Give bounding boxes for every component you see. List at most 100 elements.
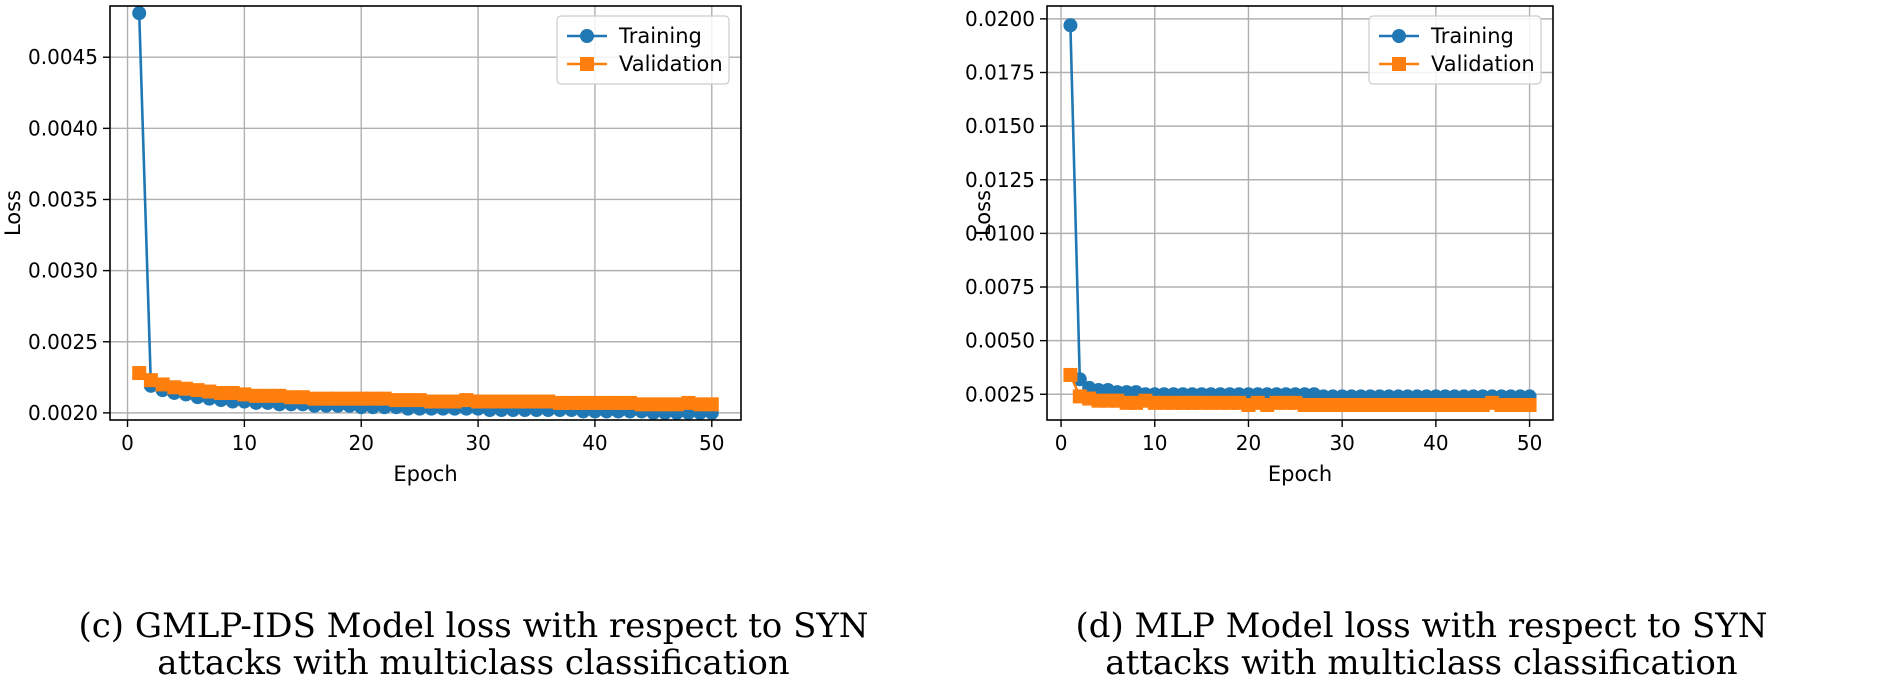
x-tick-label: 10 [1142,431,1167,455]
validation-point [365,391,380,406]
validation-point [377,391,392,406]
validation-point [564,395,579,410]
validation-point [1063,367,1078,382]
validation-point [693,397,708,412]
validation-point [447,394,462,409]
validation-point [249,388,264,403]
validation-point [552,395,567,410]
caption-line-2: attacks with multiclass classification [1105,643,1738,683]
y-tick-label: 0.0025 [965,382,1035,406]
legend-label-validation: Validation [1431,52,1535,76]
legend-label-training: Training [1430,24,1514,48]
legend-marker-validation [1392,57,1406,71]
validation-point [295,390,310,405]
x-tick-label: 0 [1055,431,1068,455]
validation-point [178,381,193,396]
y-tick-label: 0.0175 [965,60,1035,84]
validation-point [342,391,357,406]
x-tick-label: 20 [1236,431,1261,455]
x-tick-label: 50 [1517,431,1542,455]
loss-chart-gmlp: 0 10 20 30 40 50 0.0020 0.0025 0.0030 0.0035 0.004… [1,5,742,486]
x-tick-label: 50 [699,431,724,455]
validation-point [389,393,404,408]
y-tick-label: 0.0025 [28,330,98,354]
chart-panel-mlp: 0 10 20 30 40 50 0.0025 0.0050 0.0075 0.0100 0.012… [948,0,1895,692]
caption-line-1: (d) MLP Model loss with respect to SYN [1075,606,1768,646]
legend-marker-training [1392,29,1406,43]
y-tick-label: 0.0100 [965,221,1035,245]
validation-point [541,394,556,409]
validation-point [634,397,649,412]
validation-point [284,390,299,405]
caption-line-2: attacks with multiclass classification [157,643,790,683]
validation-point [658,397,673,412]
validation-point [167,380,182,395]
validation-point [494,394,509,409]
validation-point [599,395,614,410]
validation-point [622,395,637,410]
validation-point [436,394,451,409]
legend: Training Validation [556,15,730,85]
series-validation [132,366,719,412]
y-tick-label: 0.0150 [965,114,1035,138]
validation-point [260,388,275,403]
validation-point [1522,397,1537,412]
validation-point [225,385,240,400]
x-tick-label: 30 [1329,431,1354,455]
validation-point [307,391,322,406]
x-tick-label: 0 [121,431,134,455]
validation-point [529,394,544,409]
legend-label-training: Training [618,24,702,48]
caption-line-1: (c) GMLP-IDS Model loss with respect to … [78,606,869,646]
x-tick-label: 30 [465,431,490,455]
training-point [132,6,147,21]
validation-point [576,395,591,410]
x-tick-label: 10 [232,431,257,455]
validation-point [330,391,345,406]
y-tick-label: 0.0035 [28,187,98,211]
training-point [1063,18,1078,33]
validation-point [681,395,696,410]
y-axis-label: Loss [1,190,25,236]
y-tick-label: 0.0200 [965,7,1035,31]
validation-point [132,366,147,381]
validation-point [400,393,415,408]
chart-panel-gmlp: 0 10 20 30 40 50 0.0020 0.0025 0.0030 0.0035 0.004… [0,0,947,692]
grid [1047,6,1553,420]
x-axis-label: Epoch [1268,462,1332,486]
legend: Training Validation [1368,15,1542,85]
validation-point [237,387,252,402]
legend-box [1368,15,1542,85]
loss-chart-mlp: 0 10 20 30 40 50 0.0025 0.0050 0.0075 0.0100 0.012… [965,5,1554,486]
validation-point [202,384,217,399]
series-validation [1063,367,1537,412]
validation-point [587,395,602,410]
axes-frame [109,5,742,421]
validation-point [704,397,719,412]
validation-point [272,388,287,403]
validation-point [482,394,497,409]
validation-point [354,391,369,406]
legend-marker-training [580,29,594,43]
legend-marker-validation [580,57,594,71]
x-tick-label: 40 [582,431,607,455]
validation-point [190,383,205,398]
validation-point [646,397,661,412]
x-tick-label: 40 [1423,431,1448,455]
legend-label-validation: Validation [619,52,723,76]
y-tick-label: 0.0050 [965,329,1035,353]
validation-point [611,395,626,410]
validation-point [424,394,439,409]
validation-point [471,394,486,409]
validation-point [412,393,427,408]
validation-point [214,385,229,400]
legend-box [556,15,730,85]
y-axis-label: Loss [971,190,995,236]
validation-point [155,377,170,392]
axes-frame [1046,5,1554,421]
y-tick-label: 0.0020 [28,401,98,425]
validation-point [143,373,158,388]
grid [110,6,741,420]
y-tick-label: 0.0125 [965,168,1035,192]
y-tick-label: 0.0075 [965,275,1035,299]
